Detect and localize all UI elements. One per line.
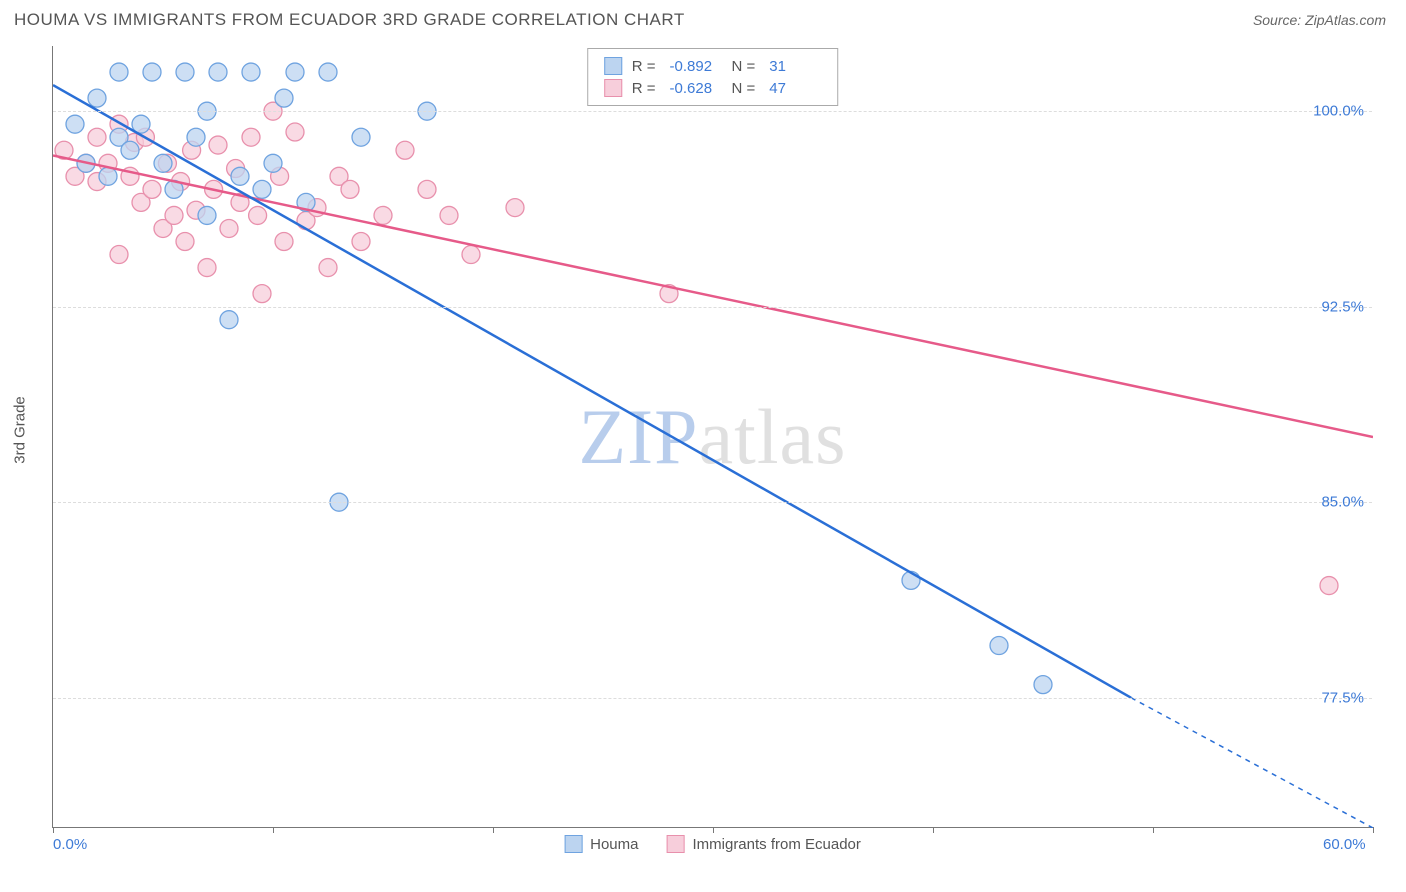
x-tick-label: 60.0% <box>1323 836 1366 853</box>
x-tick <box>933 827 934 833</box>
gridline <box>53 307 1372 308</box>
swatch-ecuador <box>604 79 622 97</box>
scatter-plot-svg <box>53 46 1373 828</box>
x-tick <box>493 827 494 833</box>
y-tick-label: 92.5% <box>1321 298 1364 315</box>
swatch-ecuador-bottom <box>666 835 684 853</box>
y-axis-title: 3rd Grade <box>12 396 29 464</box>
plot-area: ZIPatlas R = -0.892 N = 31 R = -0.628 N … <box>52 46 1372 828</box>
legend-row-ecuador: R = -0.628 N = 47 <box>604 77 822 99</box>
y-tick-label: 85.0% <box>1321 494 1364 511</box>
x-tick <box>273 827 274 833</box>
legend-item-houma: Houma <box>564 835 638 853</box>
n-value-ecuador: 47 <box>769 80 821 97</box>
x-tick <box>1153 827 1154 833</box>
x-tick-label: 0.0% <box>53 836 87 853</box>
x-tick <box>713 827 714 833</box>
chart-header: HOUMA VS IMMIGRANTS FROM ECUADOR 3RD GRA… <box>0 0 1406 40</box>
gridline <box>53 111 1372 112</box>
chart-container: ZIPatlas R = -0.892 N = 31 R = -0.628 N … <box>52 46 1372 828</box>
y-tick-label: 100.0% <box>1313 103 1364 120</box>
gridline <box>53 698 1372 699</box>
y-tick-label: 77.5% <box>1321 689 1364 706</box>
legend-item-ecuador: Immigrants from Ecuador <box>666 835 860 853</box>
chart-title: HOUMA VS IMMIGRANTS FROM ECUADOR 3RD GRA… <box>14 10 685 30</box>
legend-series: Houma Immigrants from Ecuador <box>564 835 861 853</box>
swatch-houma <box>604 57 622 75</box>
swatch-houma-bottom <box>564 835 582 853</box>
gridline <box>53 502 1372 503</box>
n-value-houma: 31 <box>769 58 821 75</box>
x-tick <box>53 827 54 833</box>
r-value-houma: -0.892 <box>670 58 722 75</box>
legend-correlation: R = -0.892 N = 31 R = -0.628 N = 47 <box>587 48 839 106</box>
r-value-ecuador: -0.628 <box>670 80 722 97</box>
x-tick <box>1373 827 1374 833</box>
legend-row-houma: R = -0.892 N = 31 <box>604 55 822 77</box>
chart-source: Source: ZipAtlas.com <box>1253 12 1386 28</box>
